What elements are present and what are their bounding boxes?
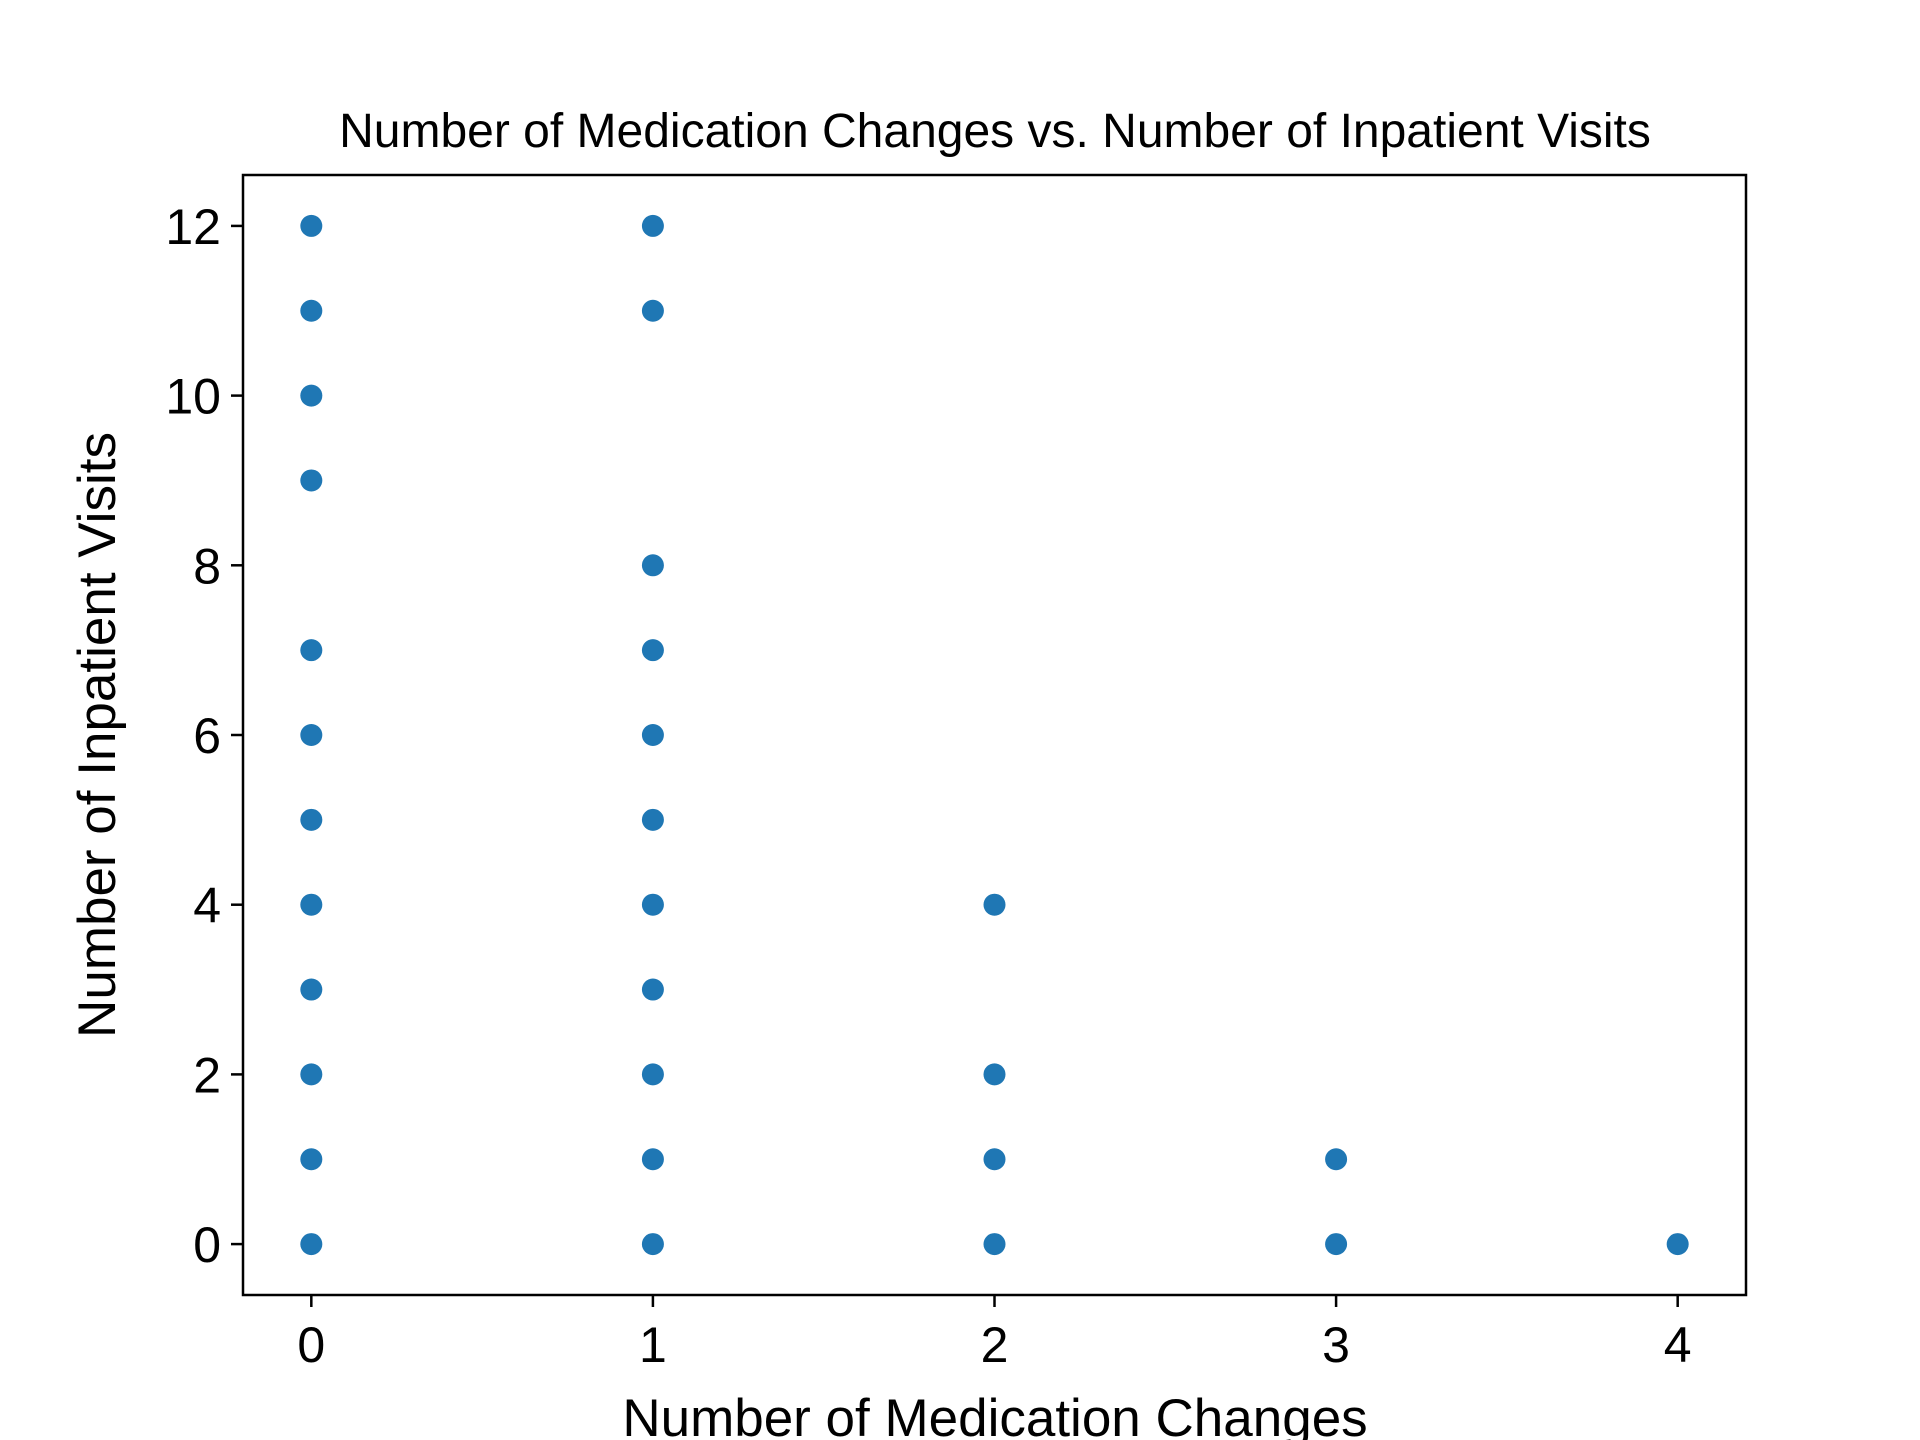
y-tick-label: 12 (165, 199, 221, 255)
data-point (300, 808, 323, 831)
x-axis-label: Number of Medication Changes (622, 1389, 1367, 1440)
data-point (300, 724, 323, 746)
data-point (300, 1233, 323, 1256)
data-point (300, 639, 323, 662)
data-point (300, 893, 323, 916)
data-point (641, 214, 664, 237)
data-point (641, 554, 664, 577)
data-point (300, 299, 323, 322)
plot-area-frame (241, 173, 1748, 1297)
x-tick-label: 3 (1322, 1317, 1350, 1373)
data-point (1325, 1148, 1348, 1171)
data-point (1666, 1233, 1689, 1256)
x-tick-label: 1 (639, 1317, 667, 1373)
data-point (641, 978, 664, 1001)
y-tick-label: 2 (193, 1047, 221, 1103)
x-tick-label: 2 (981, 1317, 1009, 1373)
data-point (983, 1148, 1006, 1171)
data-point (641, 299, 664, 322)
data-point (300, 469, 323, 492)
data-point (300, 1063, 323, 1086)
y-tick-label: 8 (193, 538, 221, 594)
data-point (300, 384, 323, 407)
data-point (983, 1063, 1006, 1086)
data-point (1325, 1233, 1348, 1256)
data-point (641, 724, 664, 746)
data-point (641, 1233, 664, 1256)
data-point (300, 978, 323, 1001)
x-tick-label: 0 (297, 1317, 325, 1373)
y-tick-label: 10 (165, 369, 221, 425)
x-tick-label: 4 (1664, 1317, 1692, 1373)
data-point (983, 893, 1006, 916)
chart-title: Number of Medication Changes vs. Number … (339, 105, 1651, 158)
y-tick-label: 4 (193, 878, 221, 934)
data-point (641, 893, 664, 916)
y-axis-label: Number of Inpatient Visits (68, 432, 127, 1038)
data-point (300, 1148, 323, 1171)
data-points (300, 214, 1689, 1256)
y-tick-label: 6 (193, 708, 221, 764)
data-point (983, 1233, 1006, 1256)
data-point (641, 1063, 664, 1086)
data-point (641, 808, 664, 831)
data-point (300, 214, 323, 237)
data-point (641, 1148, 664, 1171)
y-tick-label: 0 (193, 1217, 221, 1273)
data-point (641, 639, 664, 662)
